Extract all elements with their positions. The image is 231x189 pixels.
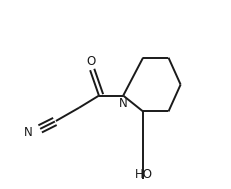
Text: O: O (87, 55, 96, 68)
Text: N: N (119, 97, 128, 110)
Text: HO: HO (135, 168, 153, 180)
Text: N: N (24, 125, 33, 139)
